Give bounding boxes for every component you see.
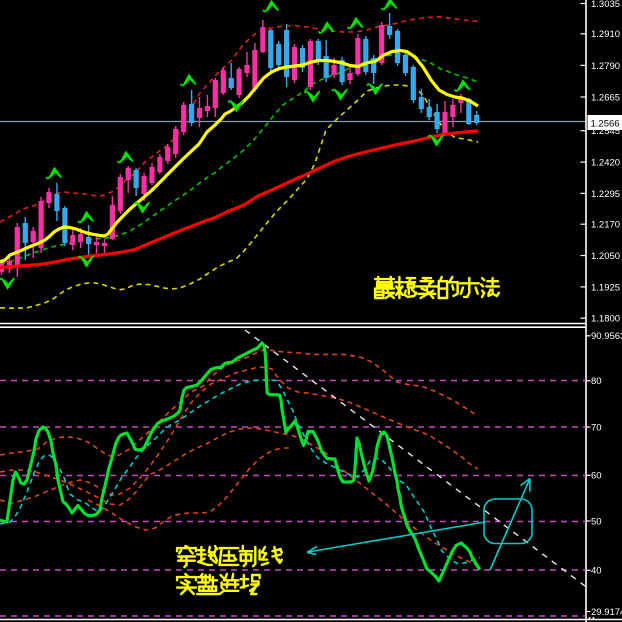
svg-text:1.1800: 1.1800 <box>591 314 620 325</box>
svg-text:1.2295: 1.2295 <box>591 189 620 200</box>
svg-text:1.3035: 1.3035 <box>591 0 620 10</box>
svg-text:1.2170: 1.2170 <box>591 220 620 231</box>
svg-text:1.1925: 1.1925 <box>591 282 620 293</box>
svg-text:1.2545: 1.2545 <box>591 126 620 137</box>
svg-text:60: 60 <box>591 471 602 482</box>
svg-text:1.2910: 1.2910 <box>591 29 620 40</box>
svg-text:1.2790: 1.2790 <box>591 61 620 72</box>
svg-text:70: 70 <box>591 422 602 433</box>
svg-text:90.9563: 90.9563 <box>591 331 622 342</box>
svg-text:1.2665: 1.2665 <box>591 92 620 103</box>
svg-text:1.2420: 1.2420 <box>591 158 620 169</box>
svg-text:50: 50 <box>591 516 602 527</box>
svg-text:29.9174: 29.9174 <box>591 607 622 618</box>
svg-text:1.2050: 1.2050 <box>591 251 620 262</box>
svg-text:1.2566: 1.2566 <box>591 118 620 129</box>
svg-text:80: 80 <box>591 376 602 387</box>
svg-text:40: 40 <box>591 566 602 577</box>
